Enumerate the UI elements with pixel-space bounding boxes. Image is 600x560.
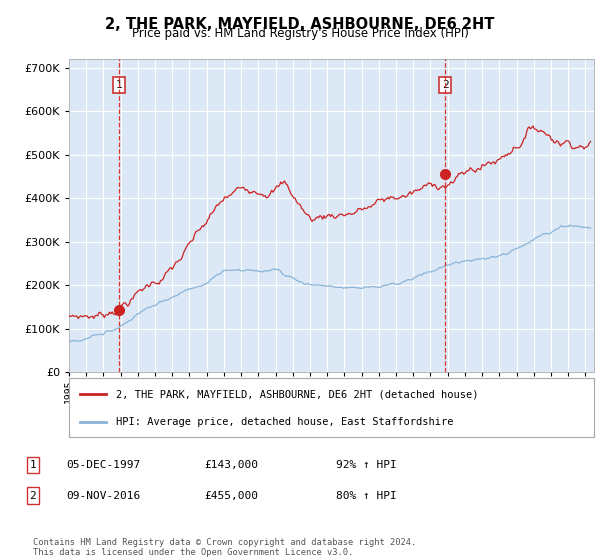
Text: 2: 2: [442, 80, 448, 90]
Text: 09-NOV-2016: 09-NOV-2016: [66, 491, 140, 501]
Text: £143,000: £143,000: [204, 460, 258, 470]
Text: Price paid vs. HM Land Registry's House Price Index (HPI): Price paid vs. HM Land Registry's House …: [131, 27, 469, 40]
Text: 80% ↑ HPI: 80% ↑ HPI: [336, 491, 397, 501]
Text: 2, THE PARK, MAYFIELD, ASHBOURNE, DE6 2HT: 2, THE PARK, MAYFIELD, ASHBOURNE, DE6 2H…: [106, 17, 494, 32]
Text: 2: 2: [29, 491, 37, 501]
Text: 2, THE PARK, MAYFIELD, ASHBOURNE, DE6 2HT (detached house): 2, THE PARK, MAYFIELD, ASHBOURNE, DE6 2H…: [116, 389, 479, 399]
Text: £455,000: £455,000: [204, 491, 258, 501]
Text: HPI: Average price, detached house, East Staffordshire: HPI: Average price, detached house, East…: [116, 417, 454, 427]
Text: 1: 1: [29, 460, 37, 470]
Text: Contains HM Land Registry data © Crown copyright and database right 2024.
This d: Contains HM Land Registry data © Crown c…: [33, 538, 416, 557]
Text: 05-DEC-1997: 05-DEC-1997: [66, 460, 140, 470]
Text: 1: 1: [116, 80, 122, 90]
Text: 92% ↑ HPI: 92% ↑ HPI: [336, 460, 397, 470]
